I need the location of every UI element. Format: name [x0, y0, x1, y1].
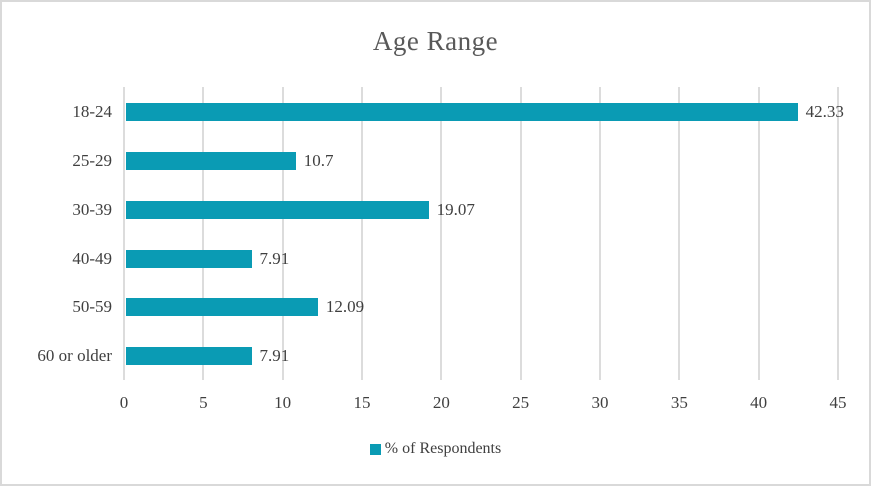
- x-tick-label: 45: [829, 393, 847, 412]
- value-label: 19.07: [436, 199, 475, 219]
- x-tick-label: 0: [119, 393, 129, 412]
- bar: [126, 347, 252, 366]
- category-label: 40-49: [72, 248, 112, 268]
- gridline: [281, 87, 284, 380]
- bar: [126, 151, 296, 170]
- bar-row: 7.91: [124, 234, 838, 283]
- gridline: [202, 87, 205, 380]
- gridline: [123, 87, 125, 380]
- x-tick-label: 5: [199, 393, 208, 412]
- gridline: [678, 87, 681, 380]
- gridline: [440, 87, 443, 380]
- bar-row: 10.7: [124, 136, 838, 185]
- bar: [126, 103, 798, 121]
- x-tick-label: 10: [274, 393, 292, 412]
- bar-row: 19.07: [124, 185, 838, 234]
- legend: % of Respondents: [2, 440, 869, 458]
- gridline: [757, 87, 760, 380]
- category-label: 25-29: [72, 150, 112, 170]
- gridline: [519, 87, 522, 380]
- category-label: 18-24: [72, 102, 112, 121]
- category-label: 60 or older: [37, 346, 112, 366]
- value-label: 7.91: [259, 248, 290, 268]
- legend-swatch-icon: [369, 443, 381, 455]
- plot-area: 42.33 10.7 19.07 7.91 12.09 7.91: [123, 87, 844, 380]
- category-label: 30-39: [72, 199, 112, 219]
- value-label: 10.7: [303, 150, 334, 170]
- x-tick-label: 35: [670, 393, 688, 412]
- value-label: 7.91: [259, 346, 290, 366]
- bar: [126, 249, 252, 268]
- bar: [126, 298, 318, 317]
- bar-row: 12.09: [124, 282, 838, 331]
- value-label: 42.33: [805, 102, 844, 121]
- chart-title: Age Range: [372, 26, 499, 56]
- category-label: 50-59: [72, 297, 112, 317]
- bar-row: 7.91: [124, 331, 838, 380]
- x-tick-label: 25: [512, 393, 530, 412]
- bar-row: 42.33: [124, 87, 844, 136]
- x-tick-label: 15: [353, 393, 371, 412]
- x-tick-label: 30: [591, 393, 609, 412]
- gridline: [599, 87, 601, 380]
- x-tick-label: 20: [432, 393, 450, 412]
- x-tick-label: 40: [750, 393, 768, 412]
- value-label: 12.09: [325, 297, 365, 317]
- bar: [126, 200, 429, 219]
- gridline: [361, 87, 363, 380]
- legend-label: % of Respondents: [384, 440, 502, 457]
- gridline: [837, 87, 839, 380]
